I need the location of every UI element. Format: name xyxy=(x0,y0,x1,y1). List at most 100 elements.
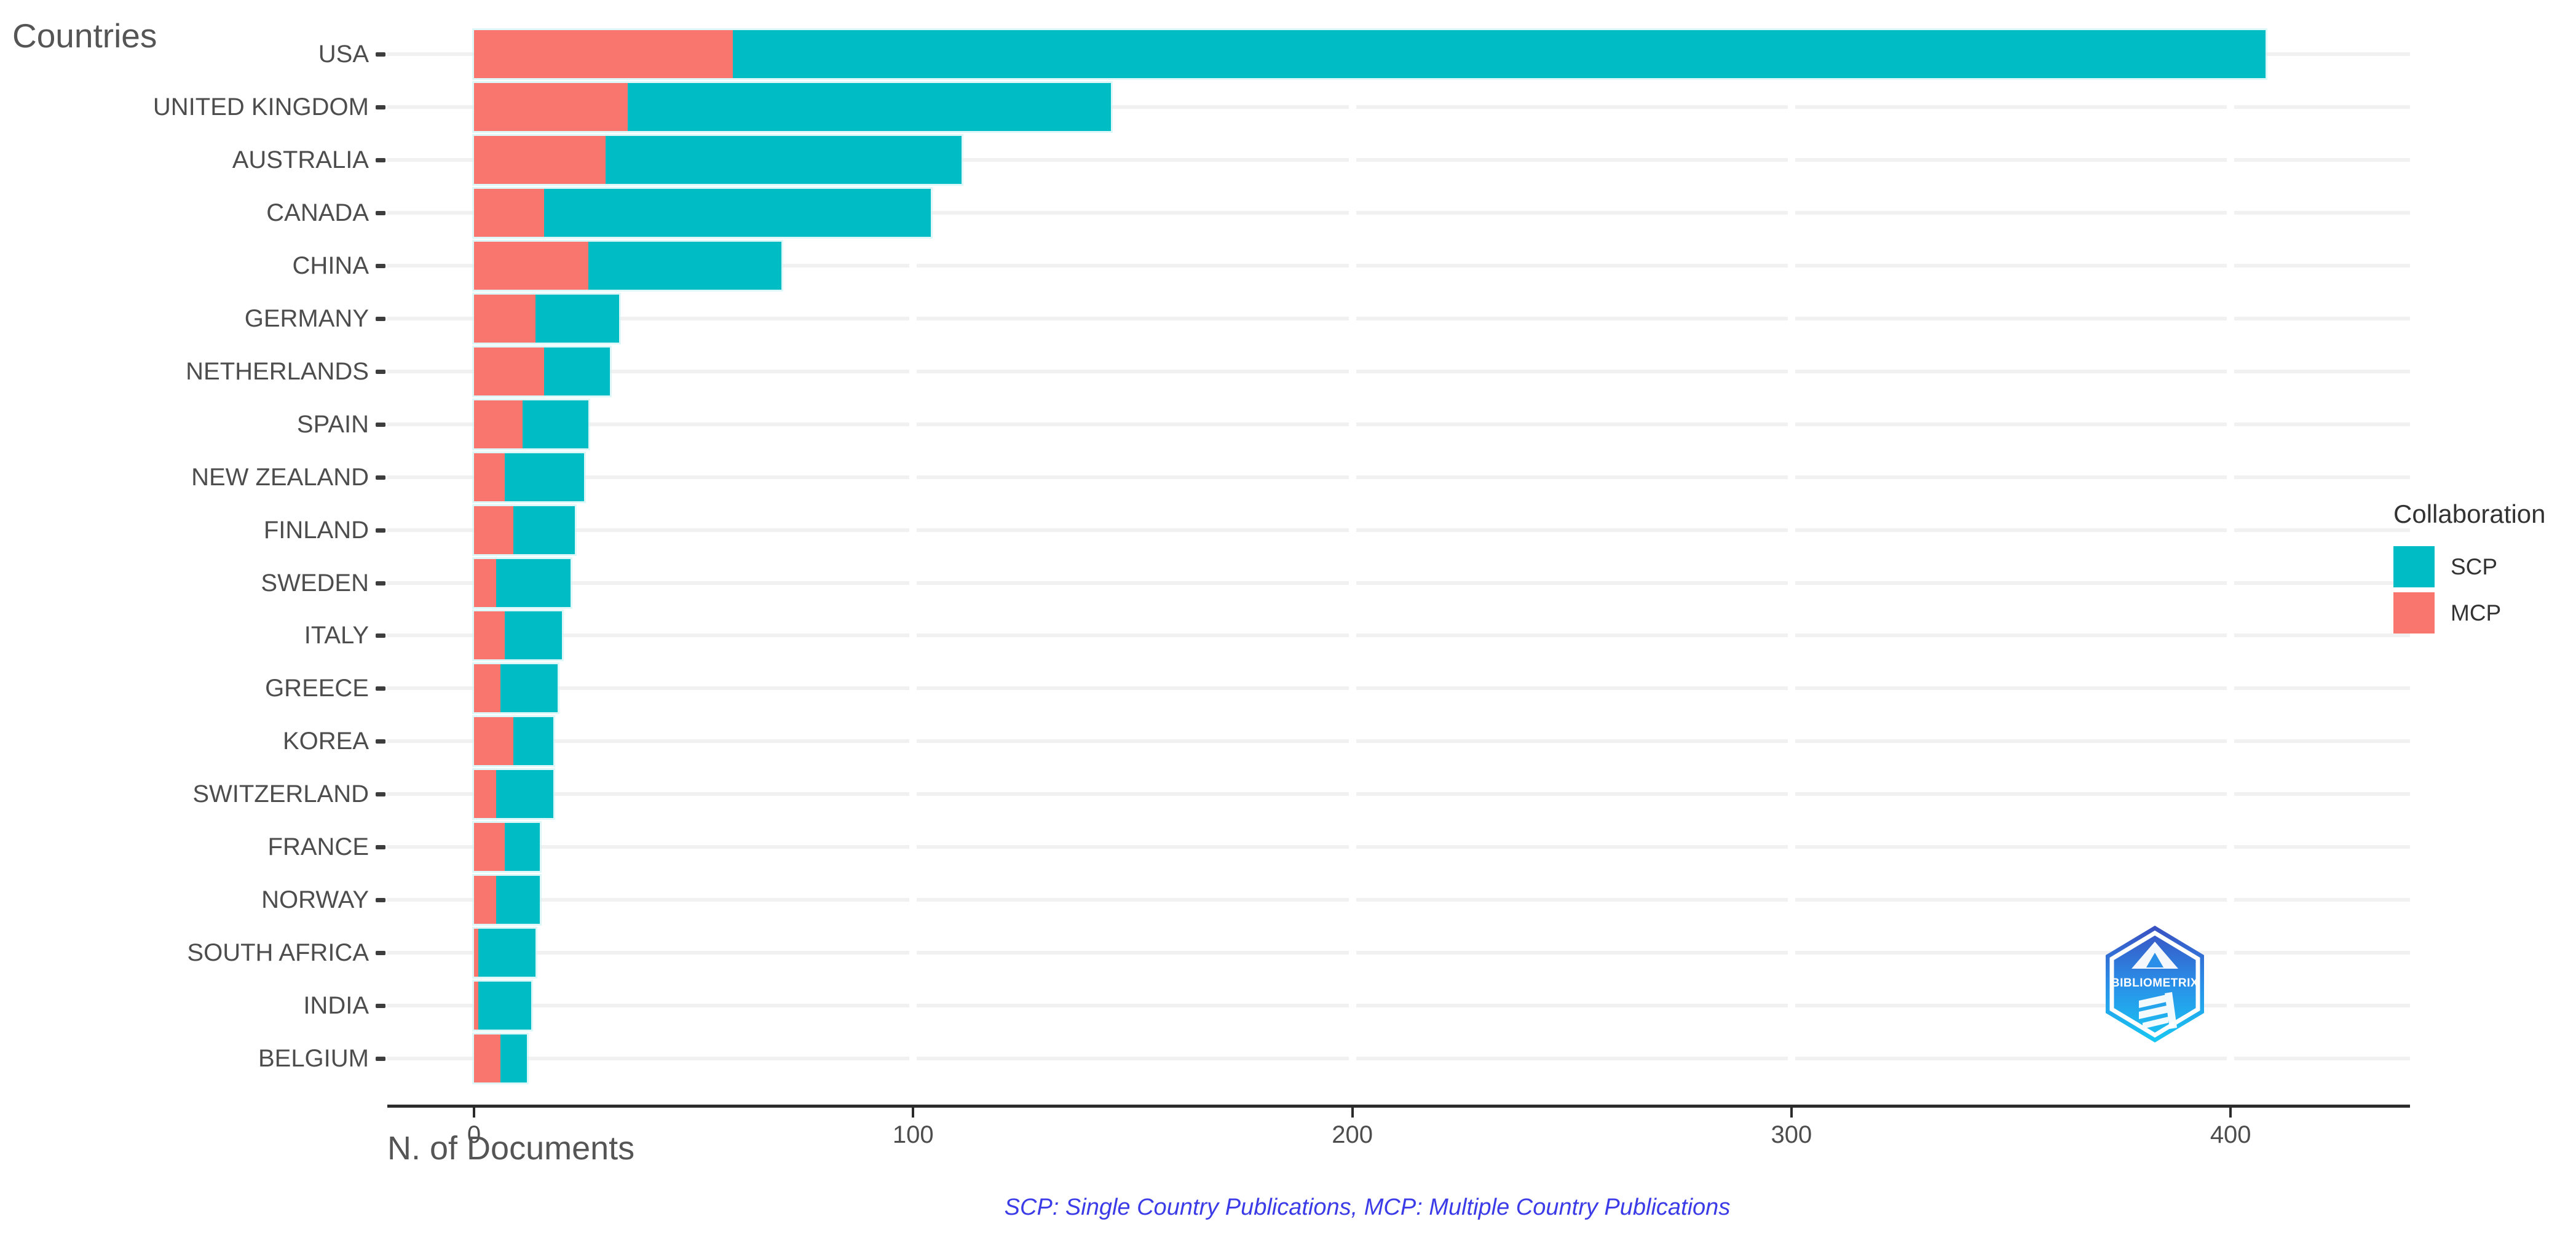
gridline xyxy=(387,369,2410,373)
bar-segment-scp-india xyxy=(478,982,531,1030)
gridline xyxy=(387,845,2410,849)
bar-segment-mcp-italy xyxy=(474,611,505,660)
bar-segment-mcp-norway xyxy=(474,876,496,924)
bar-united-kingdom xyxy=(474,82,1111,131)
bar-segment-scp-south-africa xyxy=(478,929,535,977)
y-tick-mark xyxy=(376,105,385,109)
y-tick-mark xyxy=(376,475,385,480)
y-axis-label-australia: AUSTRALIA xyxy=(232,146,369,173)
logo-hexagon xyxy=(2106,926,2204,1042)
bar-segment-mcp-germany xyxy=(474,294,535,343)
x-tick-mark xyxy=(473,1108,475,1118)
gridline xyxy=(387,792,2410,796)
legend-label: SCP xyxy=(2451,554,2498,579)
gridline xyxy=(387,475,2410,479)
caption-scp-mcp: SCP: Single Country Publications, MCP: M… xyxy=(1004,1194,1731,1220)
bar-segment-scp-canada xyxy=(544,188,931,237)
x-axis-line xyxy=(387,1105,2410,1108)
vertical-gridline xyxy=(2227,25,2235,1105)
bar-usa xyxy=(474,30,2266,78)
y-tick-mark xyxy=(376,157,385,162)
gridline xyxy=(387,1057,2410,1061)
bar-segment-mcp-spain xyxy=(474,400,523,448)
bar-sweden xyxy=(474,558,571,607)
gridline xyxy=(387,316,2410,320)
bar-segment-scp-australia xyxy=(606,135,962,184)
gridline xyxy=(387,898,2410,902)
gridline xyxy=(387,951,2410,955)
bar-segment-scp-belgium xyxy=(500,1034,527,1083)
y-axis-label-finland: FINLAND xyxy=(263,516,369,544)
legend-item-scp: SCP xyxy=(2393,546,2546,587)
y-axis-label-spain: SPAIN xyxy=(296,410,369,438)
x-tick-label: 400 xyxy=(2210,1121,2251,1148)
bar-segment-mcp-finland xyxy=(474,506,514,554)
bar-segment-scp-italy xyxy=(505,611,562,660)
y-axis-label-switzerland: SWITZERLAND xyxy=(192,780,369,808)
vertical-gridline xyxy=(1787,25,1795,1105)
bar-new-zealand xyxy=(474,453,584,501)
x-tick-mark xyxy=(1351,1108,1354,1118)
gridline xyxy=(387,686,2410,691)
bar-australia xyxy=(474,135,962,184)
bar-greece xyxy=(474,664,558,713)
legend-item-mcp: MCP xyxy=(2393,592,2546,633)
y-tick-mark xyxy=(376,210,385,215)
y-tick-mark xyxy=(376,951,385,956)
legend-items: SCP MCP xyxy=(2393,546,2546,633)
y-axis-label-norway: NORWAY xyxy=(261,886,369,914)
legend-swatch-scp xyxy=(2393,546,2435,587)
bar-segment-mcp-south-africa xyxy=(474,929,479,977)
x-axis-title: N. of Documents xyxy=(387,1130,635,1167)
bar-segment-scp-greece xyxy=(500,664,558,713)
bar-italy xyxy=(474,611,562,660)
bar-segment-mcp-india xyxy=(474,982,479,1030)
y-axis-label-korea: KOREA xyxy=(282,728,369,755)
bar-segment-mcp-china xyxy=(474,241,588,290)
y-axis-label-italy: ITALY xyxy=(304,622,369,649)
bar-norway xyxy=(474,876,540,924)
y-tick-mark xyxy=(376,263,385,268)
y-tick-mark xyxy=(376,369,385,374)
bar-segment-mcp-greece xyxy=(474,664,500,713)
gridline xyxy=(387,739,2410,744)
x-tick-mark xyxy=(1790,1108,1793,1118)
y-axis-label-germany: GERMANY xyxy=(244,304,369,332)
bar-india xyxy=(474,982,531,1030)
y-axis-label-india: INDIA xyxy=(303,992,369,1020)
bar-segment-scp-spain xyxy=(522,400,588,448)
vertical-gridline xyxy=(1348,25,1356,1105)
gridline xyxy=(387,263,2410,268)
bar-segment-scp-france xyxy=(505,823,540,872)
legend-swatch-mcp xyxy=(2393,592,2435,633)
y-axis-label-china: CHINA xyxy=(292,252,369,279)
bar-segment-mcp-switzerland xyxy=(474,770,496,819)
bar-segment-scp-new-zealand xyxy=(505,453,584,501)
bar-france xyxy=(474,823,540,872)
y-axis-label-canada: CANADA xyxy=(266,199,369,226)
y-tick-mark xyxy=(376,581,385,586)
gridline xyxy=(387,581,2410,585)
bar-segment-mcp-sweden xyxy=(474,558,496,607)
gridline xyxy=(387,528,2410,532)
y-axis-label-usa: USA xyxy=(318,41,369,68)
legend-title: Collaboration xyxy=(2393,499,2546,528)
y-tick-mark xyxy=(376,686,385,691)
gridline xyxy=(387,157,2410,162)
x-tick-label: 300 xyxy=(1771,1121,1812,1148)
bar-segment-scp-korea xyxy=(513,717,553,766)
bar-segment-mcp-australia xyxy=(474,135,606,184)
bar-segment-scp-china xyxy=(588,241,781,290)
bar-netherlands xyxy=(474,347,610,395)
y-tick-mark xyxy=(376,633,385,638)
y-tick-mark xyxy=(376,528,385,533)
bar-segment-scp-finland xyxy=(513,506,575,554)
gridline xyxy=(387,210,2410,215)
bar-segment-scp-united-kingdom xyxy=(628,82,1111,131)
legend: Collaboration SCP MCP xyxy=(2393,499,2546,638)
chart-title: Countries xyxy=(12,17,157,55)
bar-belgium xyxy=(474,1034,527,1083)
x-tick-label: 200 xyxy=(1332,1121,1373,1148)
